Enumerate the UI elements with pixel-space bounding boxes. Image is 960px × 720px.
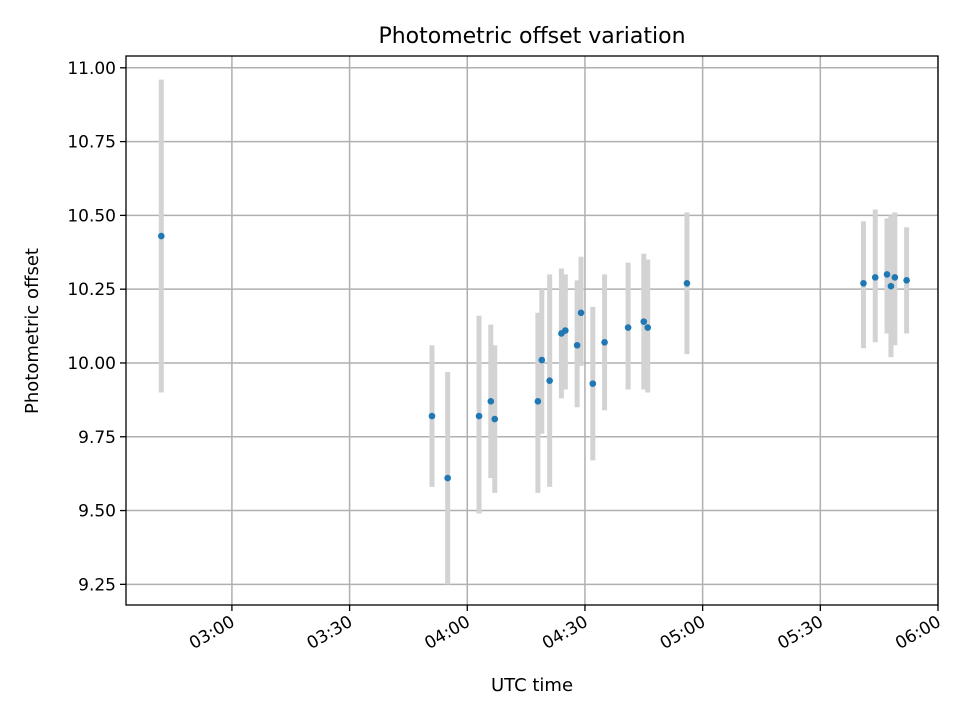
- data-point: [589, 380, 597, 387]
- plot-frame: [125, 55, 939, 606]
- ticks: 03:00 03:30 04:00 04:30 05:00 05:30 06:00 9.25 9…: [67, 59, 944, 654]
- x-tick-label: 04:30: [539, 612, 591, 654]
- grid: [126, 56, 939, 605]
- x-tick-label: 04:00: [421, 612, 473, 654]
- data-point: [887, 282, 895, 290]
- data-point: [644, 324, 652, 331]
- x-tick-label: 05:30: [774, 612, 826, 654]
- data-point: [538, 356, 546, 364]
- data-point: [428, 412, 436, 420]
- data-point: [475, 412, 483, 420]
- data-point: [640, 318, 648, 325]
- data-point: [577, 309, 585, 317]
- data-point: [891, 274, 899, 281]
- error-bars: [158, 79, 910, 585]
- x-axis-label: UTC time: [491, 675, 573, 696]
- y-tick-label: 10.00: [67, 354, 116, 374]
- x-tick-label: 03:00: [186, 612, 238, 654]
- y-tick-label: 9.50: [78, 502, 116, 522]
- data-point: [683, 279, 691, 287]
- data-points: [158, 232, 910, 482]
- chart-title: Photometric offset variation: [378, 24, 685, 49]
- data-point: [444, 474, 451, 482]
- data-point: [860, 279, 867, 287]
- data-point: [562, 327, 569, 334]
- data-point: [624, 324, 632, 331]
- y-tick-label: 9.25: [78, 575, 116, 595]
- x-tick-label: 05:00: [657, 612, 709, 654]
- data-point: [573, 341, 581, 349]
- y-tick-label: 11.00: [67, 59, 116, 79]
- data-point: [903, 277, 910, 284]
- data-point: [491, 415, 499, 423]
- data-point: [601, 339, 608, 346]
- y-tick-label: 10.25: [67, 280, 116, 300]
- data-point: [871, 274, 879, 281]
- y-axis-label: Photometric offset: [22, 248, 43, 414]
- y-tick-label: 10.75: [67, 133, 116, 153]
- data-point: [487, 398, 495, 405]
- y-tick-label: 9.75: [78, 428, 116, 448]
- y-tick-label: 10.50: [67, 206, 116, 226]
- data-point: [546, 377, 553, 384]
- data-point: [534, 398, 542, 405]
- x-tick-label: 06:00: [892, 612, 944, 654]
- data-point: [883, 271, 891, 278]
- data-point: [158, 232, 165, 240]
- x-tick-label: 03:30: [304, 612, 356, 654]
